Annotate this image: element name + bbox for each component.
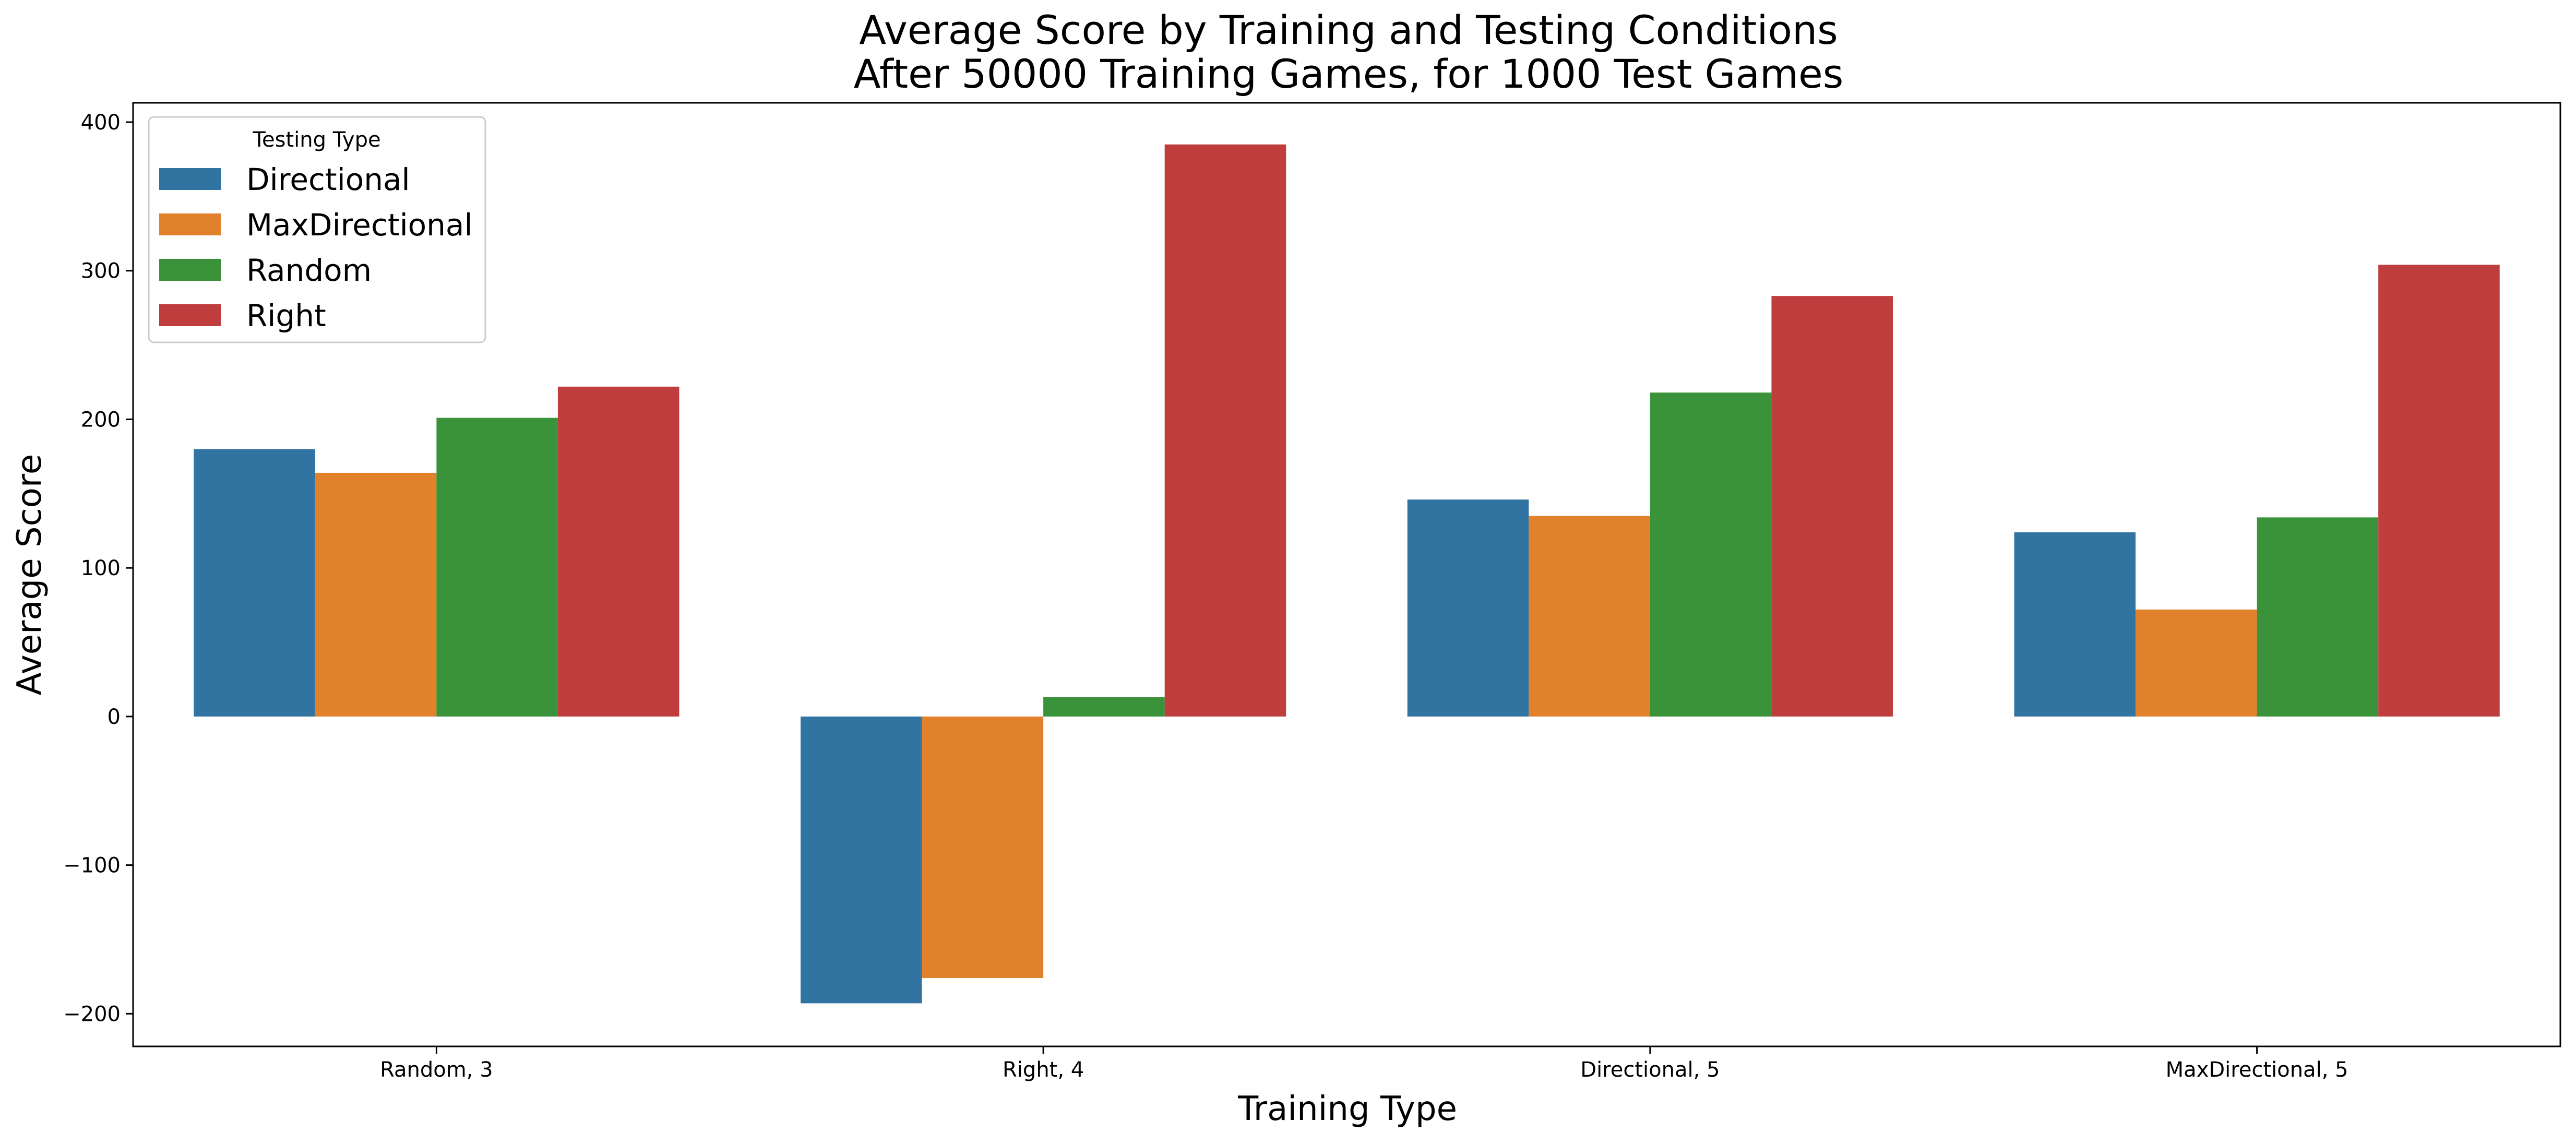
bar-maxdirectional-5-maxdirectional [2136,609,2257,717]
x-axis-ticks: Random, 3 Right, 4 Directional, 5 MaxDirect… [380,1046,2348,1082]
chart-title: Average Score by Training and Testing Co… [859,7,1838,53]
legend-swatch-maxdirectional [159,213,221,235]
bar-random-3-right [557,386,679,717]
legend: Testing Type Directional MaxDirectional Ra… [148,116,486,343]
x-tick-label: MaxDirectional, 5 [2166,1058,2348,1082]
legend-label-random: Random [246,253,372,288]
legend-swatch-directional [159,168,221,190]
bar-directional-5-directional [1407,499,1529,717]
x-tick-label: Directional, 5 [1580,1058,1720,1082]
legend-swatch-random [159,259,221,281]
bar-random-3-random [436,418,558,717]
y-tick-label: 300 [81,259,121,283]
bar-random-3-directional [194,449,315,717]
y-tick-label: −200 [63,1002,121,1026]
x-axis-label: Training Type [1237,1090,1457,1128]
y-tick-label: 200 [81,408,121,432]
legend-frame [148,116,486,343]
bars-layer [194,144,2500,1004]
y-axis-label: Average Score [10,454,49,695]
legend-label-directional: Directional [246,162,410,197]
chart-subtitle: After 50000 Training Games, for 1000 Tes… [854,51,1844,97]
bar-right-4-directional [801,716,922,1004]
bar-directional-5-right [1771,296,1893,717]
plot-frame [132,102,2561,1047]
legend-label-maxdirectional: MaxDirectional [246,207,473,243]
bar-directional-5-maxdirectional [1529,516,1650,717]
bar-right-4-maxdirectional [922,716,1044,979]
y-axis-ticks: −200 −100 0 100 200 300 400 [63,111,133,1026]
x-tick-label: Random, 3 [380,1058,493,1082]
y-tick-label: 100 [81,556,121,580]
y-tick-label: 0 [108,705,121,729]
legend-swatch-right [159,304,221,326]
bar-maxdirectional-5-directional [2014,532,2136,717]
legend-label-right: Right [246,298,326,333]
y-tick-label: −100 [63,854,121,878]
bar-directional-5-random [1650,392,1772,717]
bar-random-3-maxdirectional [315,472,437,717]
bar-maxdirectional-5-right [2378,265,2500,717]
legend-title: Testing Type [252,128,380,152]
y-tick-label: 400 [81,111,121,135]
bar-right-4-right [1164,144,1286,717]
legend-items: Directional MaxDirectional Random Right [159,162,473,333]
x-tick-label: Right, 4 [1003,1058,1084,1082]
bar-maxdirectional-5-random [2257,517,2379,717]
bar-right-4-random [1043,697,1165,717]
